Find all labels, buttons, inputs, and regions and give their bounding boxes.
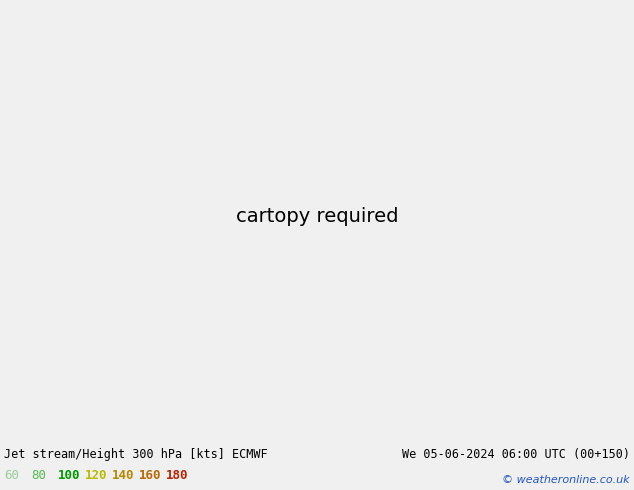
Text: 100: 100 [58,469,81,483]
Text: © weatheronline.co.uk: © weatheronline.co.uk [502,475,630,485]
Text: 140: 140 [112,469,134,483]
Text: 120: 120 [85,469,108,483]
Text: 160: 160 [139,469,162,483]
Text: 60: 60 [4,469,19,483]
Text: cartopy required: cartopy required [236,207,398,226]
Text: 180: 180 [166,469,188,483]
Text: Jet stream/Height 300 hPa [kts] ECMWF: Jet stream/Height 300 hPa [kts] ECMWF [4,448,268,461]
Text: We 05-06-2024 06:00 UTC (00+150): We 05-06-2024 06:00 UTC (00+150) [402,448,630,461]
Text: 80: 80 [31,469,46,483]
